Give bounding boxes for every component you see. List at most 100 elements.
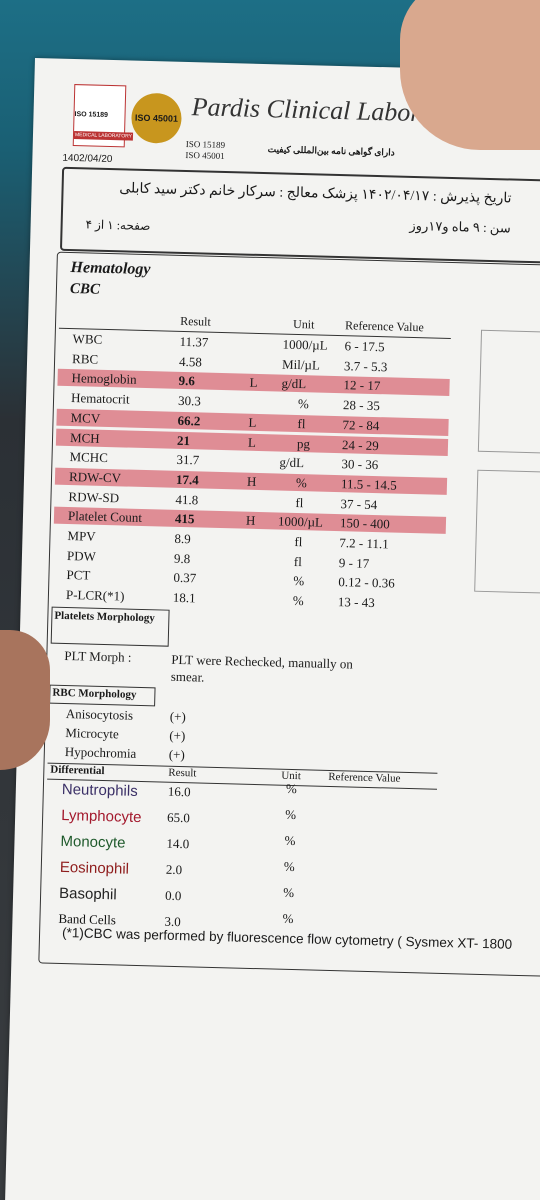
test-reference: 30 - 36 xyxy=(341,456,379,473)
diff-name: Lymphocyte xyxy=(60,806,142,827)
test-flag: L xyxy=(249,375,258,391)
test-unit: 1000/µL xyxy=(277,513,324,530)
test-unit: % xyxy=(295,474,308,491)
test-name: MCH xyxy=(69,429,100,446)
test-result: 18.1 xyxy=(172,589,196,606)
test-reference: 150 - 400 xyxy=(339,515,390,532)
column-header: Unit xyxy=(292,316,315,332)
iso-line: ISO 45001 xyxy=(185,149,225,161)
test-name: WBC xyxy=(72,331,103,347)
column-header: Reference Value xyxy=(328,770,401,785)
gold-badge: ISO 45001 xyxy=(130,92,183,144)
plt-morph-label: PLT Morph : xyxy=(64,647,132,665)
test-reference: 9 - 17 xyxy=(338,554,370,571)
report-date: 1402/04/20 xyxy=(62,152,113,166)
test-name: MCHC xyxy=(69,449,109,466)
diff-result: 14.0 xyxy=(166,835,190,852)
test-result: 21 xyxy=(176,432,191,448)
test-result: 17.4 xyxy=(175,471,199,488)
test-flag: H xyxy=(246,473,257,489)
cert-note: دارای گواهی نامه بین‌المللی کیفیت xyxy=(267,144,395,158)
test-reference: 3.7 - 5.3 xyxy=(343,357,388,375)
diff-result: 2.0 xyxy=(165,861,183,878)
test-unit: fl xyxy=(295,494,304,510)
test-reference: 6 - 17.5 xyxy=(344,338,385,355)
test-reference: 11.5 - 14.5 xyxy=(340,476,398,493)
test-unit: fl xyxy=(297,415,306,431)
histogram-fragment xyxy=(474,469,540,594)
diff-name: Neutrophils xyxy=(61,780,138,800)
morph-name: Hypochromia xyxy=(64,744,137,761)
morph-value: (+) xyxy=(168,746,186,763)
test-unit: 1000/µL xyxy=(282,336,328,353)
test-unit: Mil/µL xyxy=(281,356,321,373)
test-result: 9.6 xyxy=(178,373,196,389)
diff-name: Monocyte xyxy=(60,832,126,852)
page-number: صفحه: ۱ از ۴ xyxy=(85,217,151,234)
column-header: Result xyxy=(168,766,197,780)
scatter-plot-fragment xyxy=(477,329,540,454)
morph-name: Microcyte xyxy=(65,725,119,742)
test-name: RDW-CV xyxy=(68,468,122,486)
finger xyxy=(0,630,50,770)
test-reference: 13 - 43 xyxy=(337,594,375,611)
diff-result: 65.0 xyxy=(166,809,191,826)
test-reference: 24 - 29 xyxy=(341,436,380,453)
test-result: 8.9 xyxy=(174,530,191,547)
thumb xyxy=(400,0,540,150)
diff-result: 16.0 xyxy=(167,783,191,800)
test-name: Hematocrit xyxy=(70,390,130,407)
diff-unit: % xyxy=(282,910,294,927)
morph-name: Anisocytosis xyxy=(65,706,134,723)
diff-unit: % xyxy=(285,806,297,823)
test-name: Platelet Count xyxy=(67,508,143,526)
test-reference: 0.12 - 0.36 xyxy=(338,574,395,591)
differential-title: Differential xyxy=(50,763,105,778)
rbc-morph-title: RBC Morphology xyxy=(52,686,137,701)
patient-age: سن : ۹ ماه و۱۷روز xyxy=(409,217,511,236)
test-unit: % xyxy=(293,573,305,589)
test-result: 41.8 xyxy=(175,491,199,508)
test-result: 66.2 xyxy=(177,412,201,429)
morph-value: (+) xyxy=(169,708,187,725)
column-header: Reference Value xyxy=(344,318,425,335)
test-unit: g/dL xyxy=(279,454,305,471)
iso-badge-sub: MEDICAL LABORATORY xyxy=(73,131,134,141)
diff-unit: % xyxy=(285,780,298,797)
test-reference: 72 - 84 xyxy=(342,416,380,433)
test-name: PCT xyxy=(66,567,91,584)
test-unit: pg xyxy=(296,435,311,451)
test-unit: % xyxy=(292,593,304,609)
diff-result: 0.0 xyxy=(164,887,182,904)
test-name: MCV xyxy=(70,409,101,426)
diff-unit: % xyxy=(283,858,295,875)
test-reference: 28 - 35 xyxy=(342,397,381,414)
test-name: P-LCR(*1) xyxy=(65,587,125,604)
test-result: 31.7 xyxy=(176,452,200,468)
test-unit: g/dL xyxy=(281,375,307,392)
test-name: RBC xyxy=(71,350,99,367)
diff-name: Eosinophil xyxy=(59,858,130,878)
diff-name: Basophil xyxy=(58,884,117,904)
iso-line: ISO 15189 xyxy=(185,138,226,151)
test-name: PDW xyxy=(66,547,97,564)
test-unit: fl xyxy=(294,533,303,550)
section-title: Hematology xyxy=(70,259,151,279)
test-name: Hemoglobin xyxy=(71,370,137,388)
section-subtitle: CBC xyxy=(69,280,101,298)
test-flag: L xyxy=(248,414,257,430)
test-unit: % xyxy=(297,396,310,412)
morph-value: (+) xyxy=(169,727,186,744)
test-name: MPV xyxy=(67,528,96,544)
diff-unit: % xyxy=(283,884,295,901)
iso-badge: ISO 15189 xyxy=(74,111,109,119)
plt-morph-text: PLT were Rechecked, manually on smear. xyxy=(170,651,354,685)
test-result: 415 xyxy=(174,511,195,527)
test-reference: 7.2 - 11.1 xyxy=(339,535,389,552)
test-result: 9.8 xyxy=(173,550,191,566)
report-paper: ISO 15189 MEDICAL LABORATORY ISO 45001 P… xyxy=(4,58,540,1200)
platelet-morph-title: Platelets Morphology xyxy=(54,609,156,625)
test-result: 0.37 xyxy=(173,570,197,586)
test-unit: fl xyxy=(293,553,303,569)
